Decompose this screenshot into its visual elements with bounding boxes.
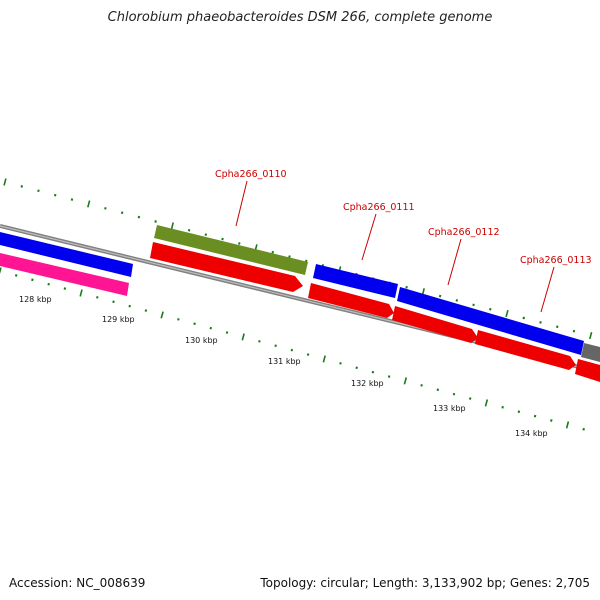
major-tick — [3, 178, 7, 186]
minor-tick — [522, 316, 525, 320]
minor-tick — [209, 326, 213, 330]
minor-tick — [288, 255, 291, 258]
minor-tick — [63, 287, 67, 290]
minor-tick — [47, 282, 50, 286]
scale-tick-label: 131 kbp — [268, 357, 301, 366]
scale-tick-label: 132 kbp — [351, 379, 384, 388]
minor-tick — [271, 250, 274, 254]
feature-red-0111[interactable] — [308, 283, 394, 318]
minor-tick — [452, 392, 456, 396]
major-tick — [403, 377, 408, 385]
gene-leader-line — [540, 266, 555, 313]
minor-tick — [306, 353, 310, 356]
accession-text: Accession: NC_008639 — [9, 576, 146, 590]
minor-tick — [371, 370, 375, 374]
scale-tick-label: 128 kbp — [19, 295, 52, 304]
minor-tick — [112, 300, 115, 304]
minor-tick — [455, 299, 459, 302]
scale-tick-label: 134 kbp — [515, 429, 548, 438]
minor-tick — [53, 193, 57, 197]
minor-tick — [31, 278, 34, 282]
feature-blue-0112[interactable] — [397, 287, 584, 355]
major-tick — [589, 331, 593, 340]
minor-tick — [572, 329, 576, 333]
major-tick — [0, 267, 2, 275]
feature-blue-left[interactable] — [0, 232, 133, 277]
minor-tick — [37, 189, 40, 193]
scale-labels: 128 kbp 129 kbp 130 kbp 131 kbp 132 kbp … — [19, 295, 548, 438]
minor-tick — [70, 198, 74, 201]
feature-blue-0111[interactable] — [313, 264, 398, 298]
minor-tick — [120, 211, 124, 215]
minor-tick — [204, 233, 208, 236]
major-tick — [170, 222, 174, 230]
minor-tick — [438, 294, 442, 298]
minor-tick — [137, 215, 141, 219]
minor-tick — [405, 285, 408, 289]
feature-magenta-left[interactable] — [0, 253, 129, 296]
gene-label-cpha266-0110[interactable]: Cpha266_0110 — [215, 169, 287, 180]
minor-tick — [290, 348, 294, 352]
minor-tick — [258, 340, 261, 343]
inner-tick-track — [0, 267, 585, 431]
minor-tick — [154, 220, 157, 223]
minor-tick — [20, 185, 23, 188]
minor-tick — [221, 237, 224, 241]
minor-tick — [501, 405, 504, 409]
minor-tick — [582, 427, 585, 431]
gene-leader-line — [447, 238, 462, 286]
minor-tick — [339, 362, 342, 365]
minor-tick — [489, 307, 492, 311]
feature-gray-right[interactable] — [581, 343, 600, 362]
major-tick — [79, 289, 83, 297]
major-tick — [484, 399, 489, 407]
major-tick — [241, 333, 245, 341]
minor-tick — [225, 331, 229, 334]
feature-red-0112[interactable] — [392, 306, 478, 343]
minor-tick — [539, 321, 542, 324]
minor-tick — [387, 375, 391, 378]
feature-red-0110[interactable] — [150, 242, 303, 292]
major-tick — [565, 421, 570, 429]
minor-tick — [556, 325, 559, 329]
feature-red-right[interactable] — [575, 359, 600, 382]
minor-tick — [420, 384, 423, 387]
minor-tick — [14, 274, 18, 277]
gene-leader-line — [235, 180, 248, 227]
minor-tick — [517, 410, 521, 414]
minor-tick — [238, 242, 241, 245]
feature-red-0113[interactable] — [475, 330, 576, 370]
minor-tick — [144, 309, 148, 312]
minor-tick — [187, 228, 191, 232]
minor-tick — [177, 318, 180, 321]
gene-label-cpha266-0112[interactable]: Cpha266_0112 — [428, 227, 500, 238]
minor-tick — [96, 296, 99, 299]
map-title: Chlorobium phaeobacteroides DSM 266, com… — [107, 10, 493, 25]
minor-tick — [104, 207, 107, 210]
major-tick — [322, 355, 326, 363]
minor-tick — [128, 304, 131, 308]
gene-leader-line — [361, 213, 377, 261]
gene-label-cpha266-0111[interactable]: Cpha266_0111 — [343, 202, 415, 213]
gene-label-cpha266-0113[interactable]: Cpha266_0113 — [520, 255, 592, 266]
minor-tick — [468, 397, 472, 400]
major-tick — [505, 309, 509, 318]
minor-tick — [355, 366, 358, 370]
feature-olive[interactable] — [154, 225, 308, 275]
minor-tick — [193, 322, 196, 326]
minor-tick — [533, 414, 537, 418]
scale-tick-label: 130 kbp — [185, 336, 218, 345]
major-tick — [87, 200, 91, 208]
major-tick — [160, 311, 164, 319]
minor-tick — [550, 419, 553, 422]
minor-tick — [472, 303, 475, 307]
genome-summary-text: Topology: circular; Length: 3,133,902 bp… — [260, 576, 590, 590]
minor-tick — [274, 344, 277, 348]
scale-tick-label: 129 kbp — [102, 315, 135, 324]
scale-tick-label: 133 kbp — [433, 404, 466, 413]
minor-tick — [436, 388, 440, 392]
